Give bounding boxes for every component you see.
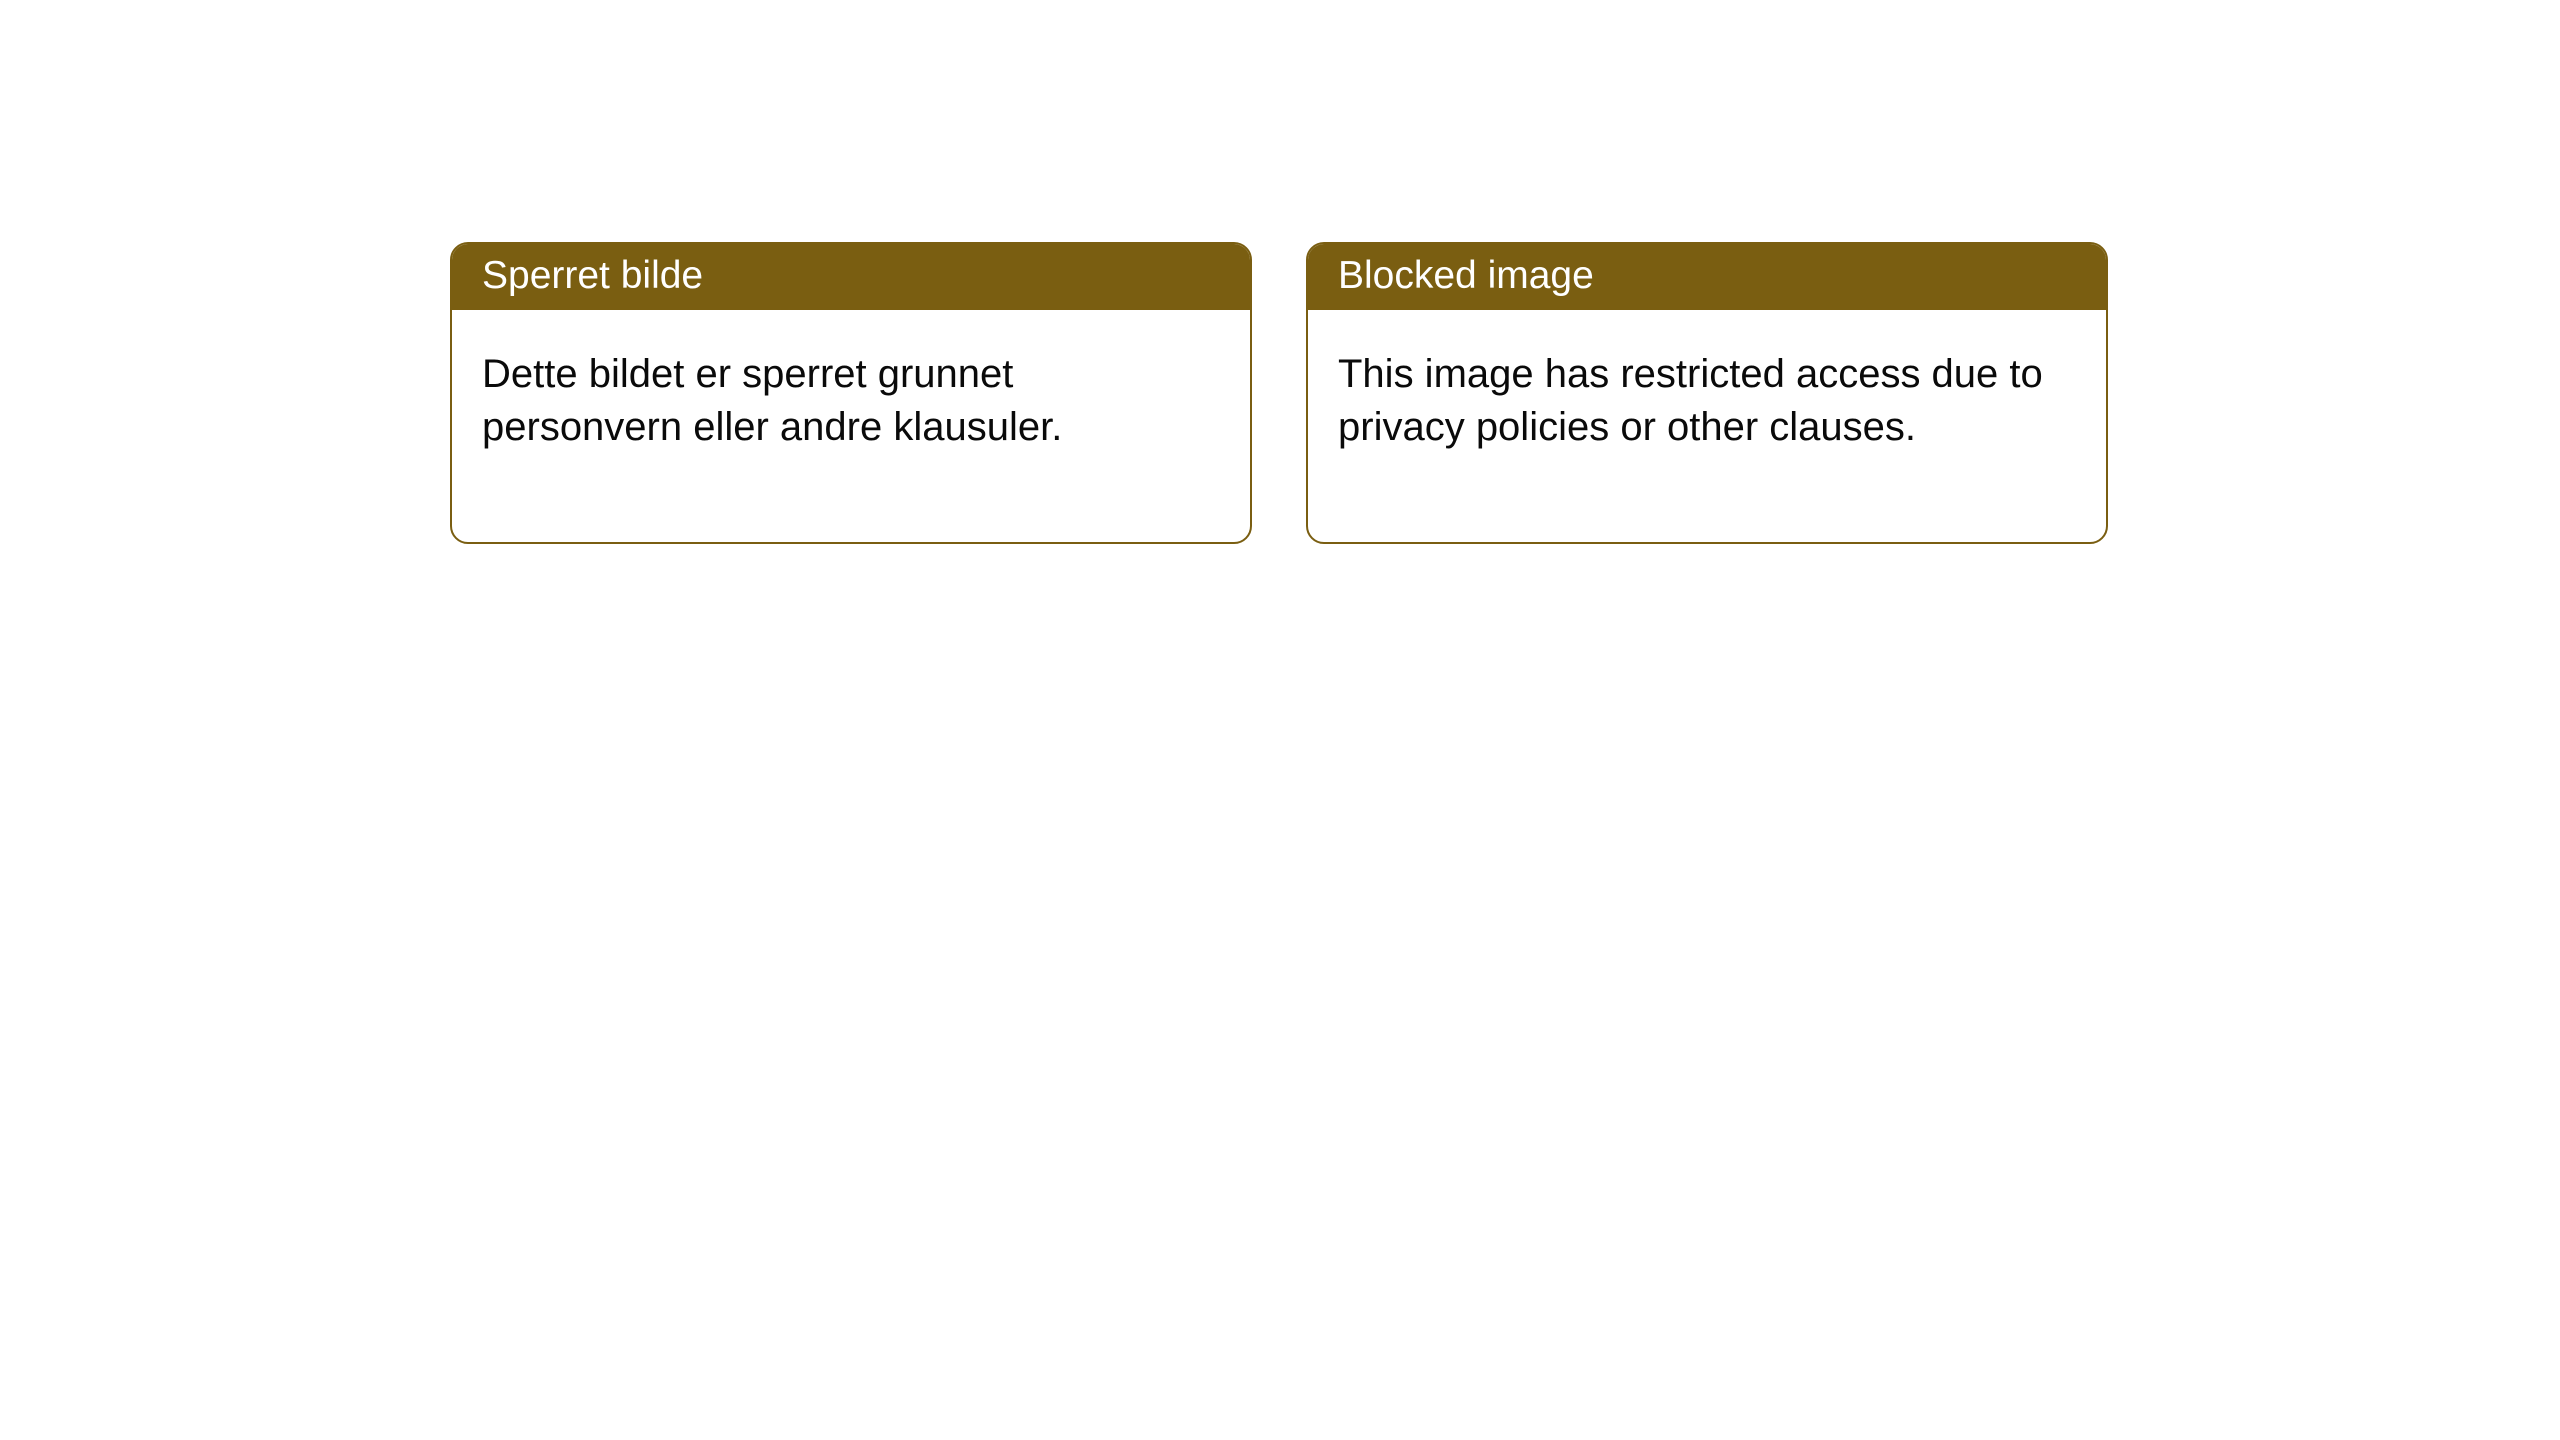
notice-cards-container: Sperret bilde Dette bildet er sperret gr… [0, 0, 2560, 544]
card-title: Sperret bilde [482, 254, 703, 297]
card-body: This image has restricted access due to … [1308, 310, 2106, 542]
blocked-image-card-en: Blocked image This image has restricted … [1306, 242, 2108, 544]
card-message: This image has restricted access due to … [1338, 352, 2043, 449]
card-title: Blocked image [1338, 254, 1594, 297]
card-body: Dette bildet er sperret grunnet personve… [452, 310, 1250, 542]
card-header: Blocked image [1308, 244, 2106, 310]
card-message: Dette bildet er sperret grunnet personve… [482, 352, 1062, 449]
card-header: Sperret bilde [452, 244, 1250, 310]
blocked-image-card-no: Sperret bilde Dette bildet er sperret gr… [450, 242, 1252, 544]
